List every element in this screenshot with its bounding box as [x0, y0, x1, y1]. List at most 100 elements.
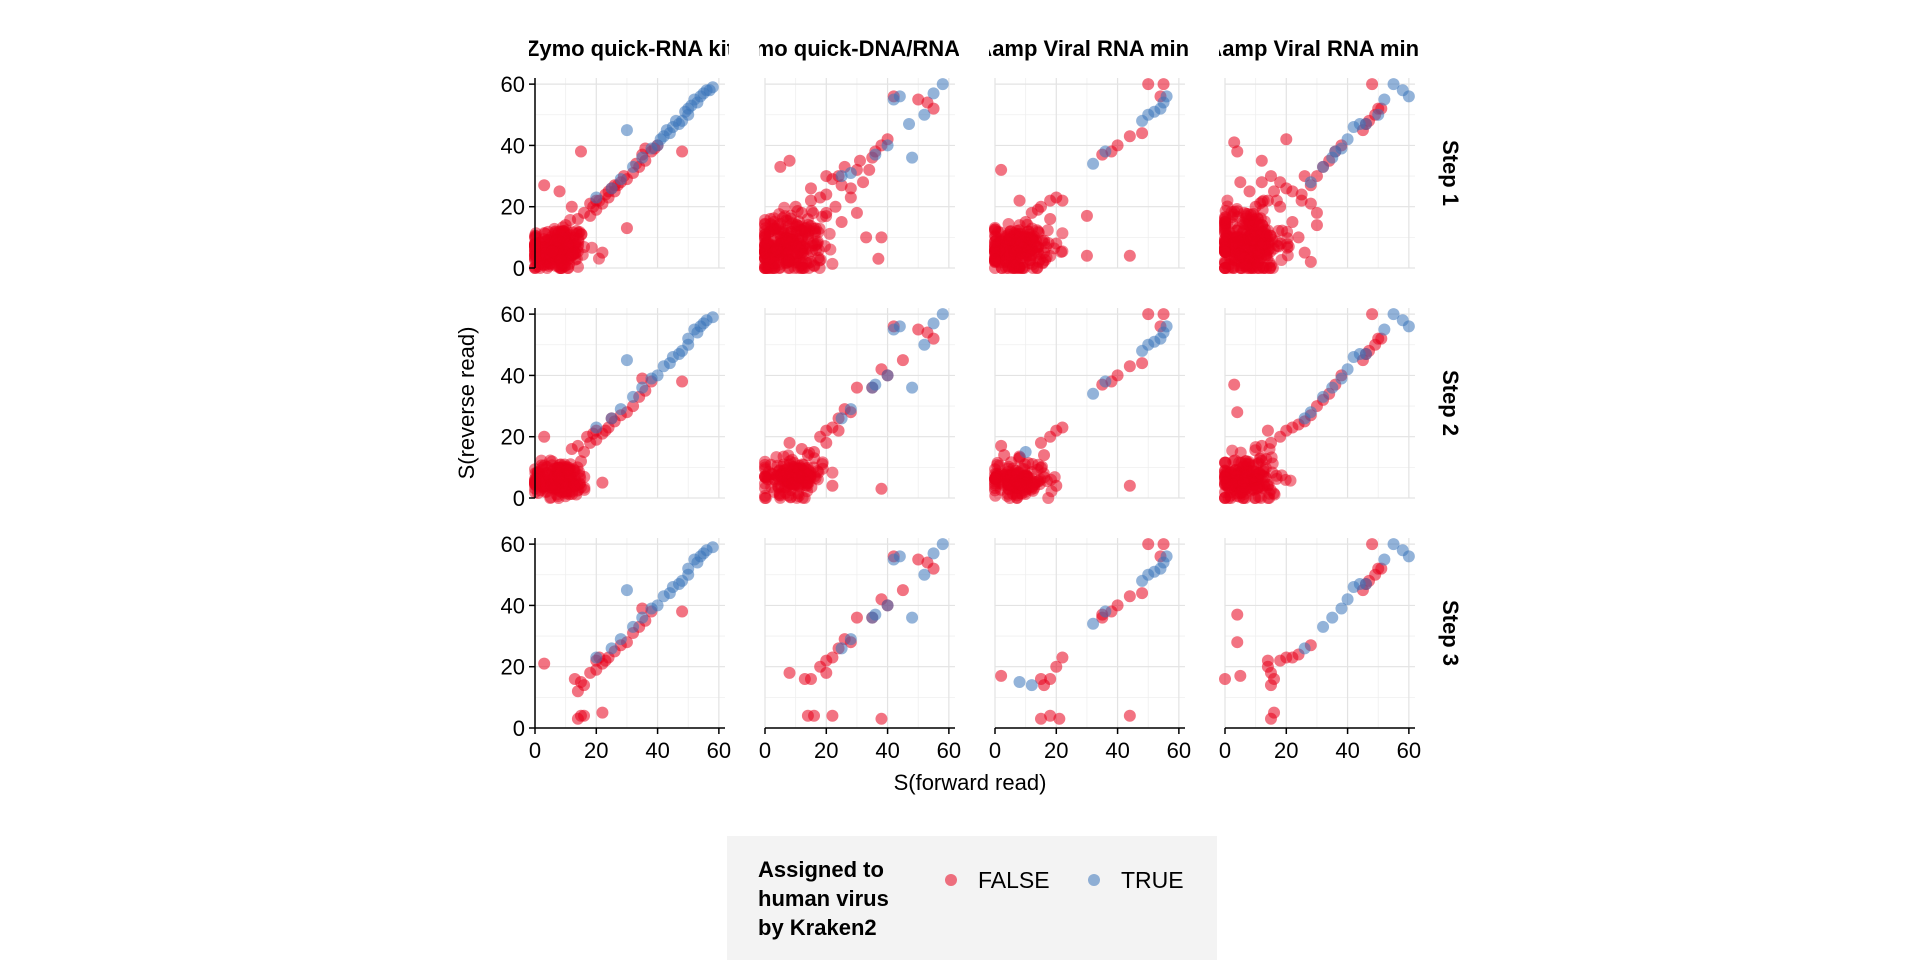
x-tick-label: 0 — [759, 738, 771, 763]
scatter-point-false — [1022, 456, 1035, 469]
scatter-point-true — [1359, 347, 1372, 360]
scatter-point-true — [1387, 538, 1400, 551]
scatter-point-false — [875, 712, 888, 725]
scatter-point-false — [1239, 457, 1252, 470]
scatter-point-true — [1013, 676, 1026, 689]
scatter-point-true — [1317, 620, 1330, 633]
scatter-point-false — [1056, 227, 1069, 240]
scatter-point-true — [1335, 602, 1348, 615]
x-tick-label: 0 — [989, 738, 1001, 763]
scatter-point-true — [620, 584, 633, 597]
scatter-point-true — [1372, 108, 1385, 121]
scatter-point-false — [1268, 488, 1281, 501]
scatter-point-true — [645, 142, 658, 155]
x-tick-label: 60 — [1397, 738, 1421, 763]
scatter-point-false — [1226, 444, 1239, 457]
scatter-point-false — [1003, 233, 1016, 246]
scatter-point-false — [759, 217, 771, 230]
scatter-point-true — [1335, 372, 1348, 385]
scatter-point-false — [1038, 234, 1051, 247]
scatter-point-false — [1007, 259, 1020, 272]
scatter-point-false — [781, 235, 794, 248]
scatter-point-false — [1123, 590, 1136, 603]
scatter-point-false — [764, 458, 777, 471]
scatter-point-true — [636, 611, 649, 624]
scatter-point-false — [1111, 599, 1124, 612]
scatter-point-false — [1295, 194, 1308, 207]
scatter-point-false — [545, 459, 558, 472]
scatter-point-false — [1255, 439, 1268, 452]
scatter-point-true — [881, 599, 894, 612]
scatter-point-false — [561, 464, 574, 477]
facet-panel: 0 20 40 60 — [1219, 538, 1421, 763]
scatter-point-false — [1123, 130, 1136, 143]
scatter-point-false — [1024, 232, 1037, 245]
scatter-point-true — [660, 124, 673, 137]
scatter-point-false — [896, 354, 909, 367]
legend-title-line-2: human virus — [758, 886, 889, 911]
scatter-point-false — [796, 257, 809, 270]
scatter-point-true — [927, 547, 940, 560]
scatter-point-false — [995, 669, 1008, 682]
scatter-point-false — [1123, 360, 1136, 373]
scatter-point-true — [1160, 550, 1173, 563]
x-tick-label: 20 — [584, 738, 608, 763]
scatter-point-false — [1014, 230, 1027, 243]
scatter-point-false — [1304, 255, 1317, 268]
scatter-point-true — [605, 642, 618, 655]
scatter-point-false — [1268, 185, 1281, 198]
scatter-point-true — [893, 90, 906, 103]
scatter-point-false — [1246, 465, 1259, 478]
scatter-point-false — [826, 651, 839, 664]
scatter-point-false — [795, 206, 808, 219]
scatter-point-false — [826, 466, 839, 479]
scatter-point-false — [1231, 145, 1244, 158]
scatter-point-false — [823, 227, 836, 240]
scatter-point-true — [663, 587, 676, 600]
scatter-point-false — [998, 449, 1011, 462]
scatter-point-true — [936, 78, 949, 91]
scatter-point-true — [918, 338, 931, 351]
scatter-point-true — [1160, 90, 1173, 103]
scatter-point-true — [893, 320, 906, 333]
scatter-point-true — [1341, 133, 1354, 146]
scatter-point-false — [1261, 654, 1274, 667]
scatter-point-true — [918, 568, 931, 581]
scatter-point-false — [1239, 482, 1252, 495]
y-tick-label: 60 — [501, 532, 525, 557]
scatter-point-true — [697, 317, 710, 330]
x-axis-title: S(forward read) — [894, 770, 1047, 795]
scatter-point-true — [903, 117, 916, 130]
scatter-point-false — [783, 666, 796, 679]
y-tick-label: 20 — [501, 425, 525, 450]
scatter-point-false — [1123, 479, 1136, 492]
scatter-point-true — [1087, 617, 1100, 630]
scatter-point-true — [1304, 176, 1317, 189]
scatter-point-true — [706, 541, 719, 554]
scatter-point-false — [804, 194, 817, 207]
scatter-point-false — [596, 246, 609, 259]
scatter-point-false — [571, 685, 584, 698]
scatter-point-false — [1056, 421, 1069, 434]
scatter-point-false — [1234, 669, 1247, 682]
scatter-point-false — [1261, 424, 1274, 437]
scatter-point-true — [1087, 387, 1100, 400]
y-tick-label: 20 — [501, 655, 525, 680]
scatter-point-false — [539, 227, 552, 240]
scatter-point-false — [770, 243, 783, 256]
column-strip: Zymo quick-DNA/RNA kit — [759, 36, 959, 61]
scatter-point-true — [906, 151, 919, 164]
scatter-point-false — [1219, 672, 1231, 685]
scatter-point-true — [1304, 406, 1317, 419]
row-strip-title: Step 3 — [1438, 600, 1463, 666]
scatter-point-false — [875, 231, 888, 244]
scatter-point-false — [1366, 308, 1379, 321]
scatter-point-false — [1239, 492, 1252, 504]
scatter-point-true — [614, 173, 627, 186]
scatter-point-false — [995, 439, 1008, 452]
scatter-point-true — [1378, 93, 1391, 106]
scatter-point-true — [1099, 375, 1112, 388]
scatter-point-false — [531, 473, 544, 486]
scatter-point-true — [1160, 320, 1173, 333]
column-strip-title: QIAamp Viral RNA mini kit — [1183, 36, 1458, 61]
